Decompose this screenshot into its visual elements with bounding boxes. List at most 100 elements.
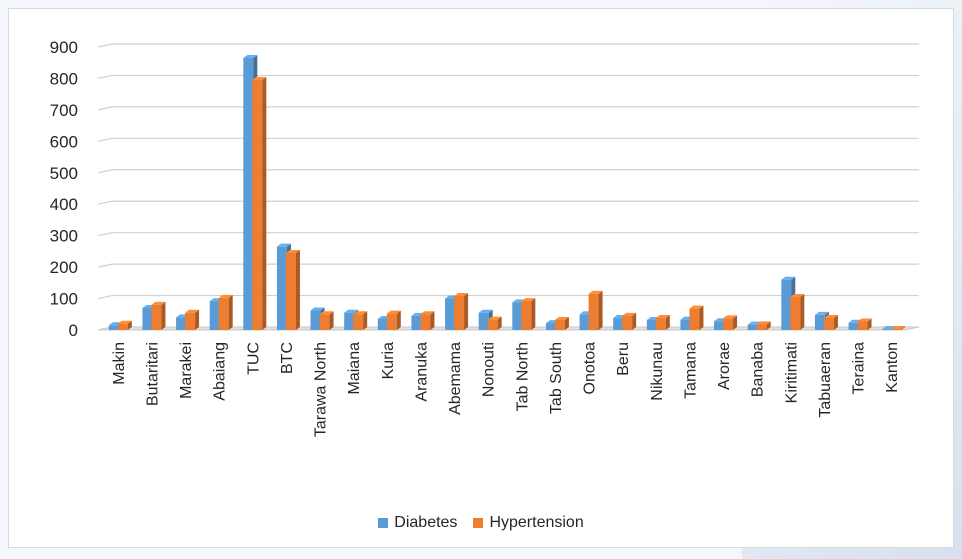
bar-side — [901, 326, 906, 330]
x-tick-label: Kuria — [380, 342, 397, 379]
bar-hypertension — [521, 298, 536, 330]
bar-side — [497, 316, 502, 330]
x-tick-label: Aranuka — [413, 342, 430, 402]
bar-side — [733, 315, 738, 330]
bar-side — [195, 309, 200, 330]
bar-side — [228, 294, 233, 330]
y-tick-label: 500 — [50, 164, 78, 183]
bar-top — [790, 293, 805, 297]
bar-hypertension — [151, 301, 166, 330]
bar-hypertension — [723, 315, 738, 330]
bar-top — [723, 315, 738, 319]
legend-label-diabetes: Diabetes — [394, 514, 458, 531]
gridline — [97, 74, 919, 80]
x-tick-label: Arorae — [716, 342, 733, 390]
x-tick-label: Tabuaeran — [817, 342, 834, 418]
x-tick-label: Butaritari — [144, 342, 161, 406]
bar-side — [329, 311, 334, 330]
bar-top — [386, 310, 401, 314]
x-tick-label: TUC — [245, 342, 262, 375]
bar-side — [564, 316, 569, 330]
bar-top — [218, 294, 233, 298]
bar-front — [445, 298, 456, 330]
gridline — [97, 200, 919, 205]
bar-top — [252, 77, 267, 81]
bar-front — [857, 321, 868, 330]
bar-top — [487, 316, 502, 320]
bar-top — [285, 249, 300, 253]
bar-front — [117, 323, 128, 330]
bar-side — [665, 315, 670, 330]
bar-hypertension — [655, 315, 670, 330]
bar-hypertension — [252, 77, 267, 331]
gridline — [97, 43, 919, 48]
bar-front — [747, 324, 758, 330]
bar-hypertension — [622, 312, 637, 330]
bar-top — [521, 298, 536, 302]
bar-front — [613, 318, 624, 330]
bar-side — [531, 298, 536, 330]
gridline — [97, 137, 919, 142]
legend-swatch-diabetes — [378, 518, 389, 528]
x-tick-label: Tarawa North — [313, 342, 330, 437]
bar-front — [814, 314, 825, 330]
bars — [108, 55, 906, 331]
bar-side — [800, 293, 805, 330]
bar-hypertension — [420, 311, 435, 330]
x-tick-label: Abemama — [447, 342, 464, 415]
y-tick-label: 800 — [50, 69, 78, 88]
bar-side — [867, 318, 872, 330]
bar-front — [680, 319, 691, 330]
x-tick-label: Maiana — [346, 342, 363, 395]
bar-hypertension — [790, 293, 805, 330]
x-tick-label: Teraina — [851, 342, 868, 395]
bar-top — [420, 311, 435, 315]
bar-hypertension — [353, 311, 368, 330]
bar-hypertension — [756, 321, 771, 330]
bar-front — [781, 279, 792, 330]
bar-side — [430, 311, 435, 330]
bar-top — [622, 312, 637, 316]
bar-top — [823, 315, 838, 319]
legend-label-hypertension: Hypertension — [489, 514, 584, 531]
bar-front — [554, 319, 565, 330]
bar-front — [377, 318, 388, 330]
bar-top — [814, 311, 829, 315]
bar-front — [454, 296, 465, 330]
bar-front — [142, 307, 153, 330]
bar-side — [363, 311, 368, 330]
gridline — [97, 263, 919, 268]
gridline — [97, 169, 919, 174]
bar-front — [319, 314, 330, 330]
x-tick-label: Nikunau — [649, 342, 666, 401]
x-tick-label: Abaiang — [212, 342, 229, 401]
bar-hypertension — [588, 290, 603, 330]
bar-hypertension — [554, 316, 569, 330]
legend-item-diabetes: Diabetes — [378, 514, 457, 532]
bar-hypertension — [454, 293, 469, 330]
x-tick-label: Banaba — [750, 342, 767, 397]
y-tick-label: 200 — [50, 258, 78, 277]
bar-front — [646, 319, 657, 330]
bar-front — [588, 293, 599, 330]
bar-front — [353, 314, 364, 330]
legend-item-hypertension: Hypertension — [473, 514, 584, 532]
x-axis-labels: Makin Butaritari Marakei Abaiang TUC BTC Taraw… — [111, 342, 901, 437]
bar-front — [891, 329, 902, 330]
gridline — [97, 232, 919, 237]
bar-side — [295, 249, 300, 330]
gridline — [97, 294, 919, 300]
y-tick-label: 700 — [50, 101, 78, 120]
bar-front — [185, 312, 196, 330]
x-tick-label: Marakei — [178, 342, 195, 399]
bar-top — [151, 301, 166, 305]
bar-side — [699, 305, 704, 330]
bar-top — [781, 276, 796, 280]
x-tick-label: BTC — [279, 342, 296, 374]
bar-hypertension — [218, 294, 233, 330]
bar-front — [344, 312, 355, 330]
bar-top — [310, 307, 325, 311]
bar-top — [891, 326, 906, 330]
bar-top — [655, 315, 670, 319]
bar-hypertension — [487, 316, 502, 330]
